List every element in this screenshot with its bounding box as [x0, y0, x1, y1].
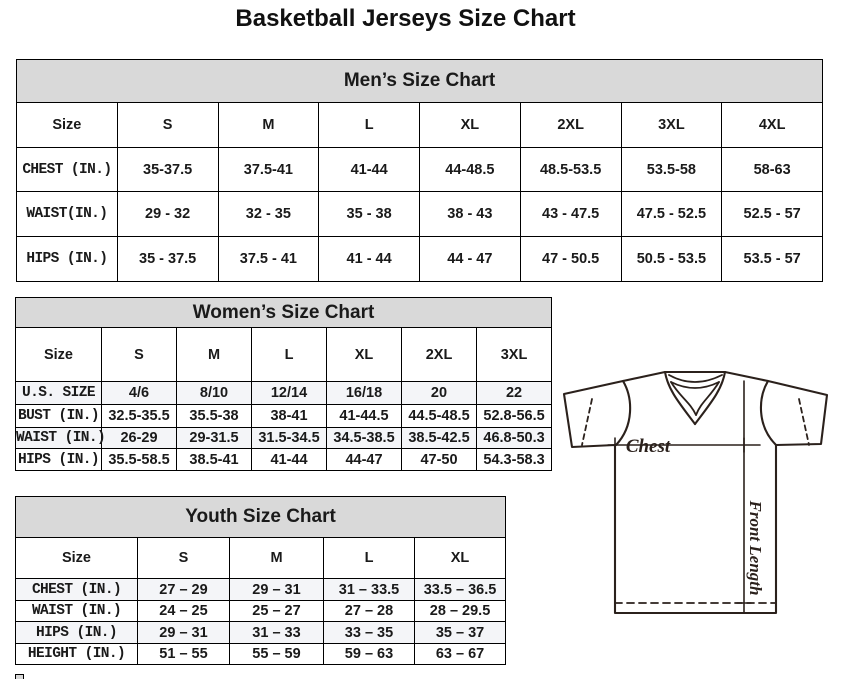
- svg-text:Chest: Chest: [626, 436, 671, 457]
- svg-text:Front Length: Front Length: [746, 500, 765, 596]
